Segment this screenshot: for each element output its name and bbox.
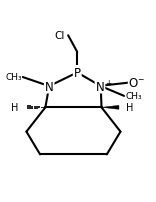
Text: CH₃: CH₃ [125,92,142,101]
Text: N: N [45,80,54,93]
Text: CH₃: CH₃ [5,72,22,81]
Text: O: O [129,77,138,90]
Text: +: + [105,78,111,87]
Text: P: P [74,67,81,80]
Polygon shape [102,106,119,110]
Text: −: − [137,75,144,84]
Text: H: H [126,102,133,112]
Text: H: H [11,102,18,112]
Text: N: N [96,80,104,93]
Text: Cl: Cl [55,30,65,40]
